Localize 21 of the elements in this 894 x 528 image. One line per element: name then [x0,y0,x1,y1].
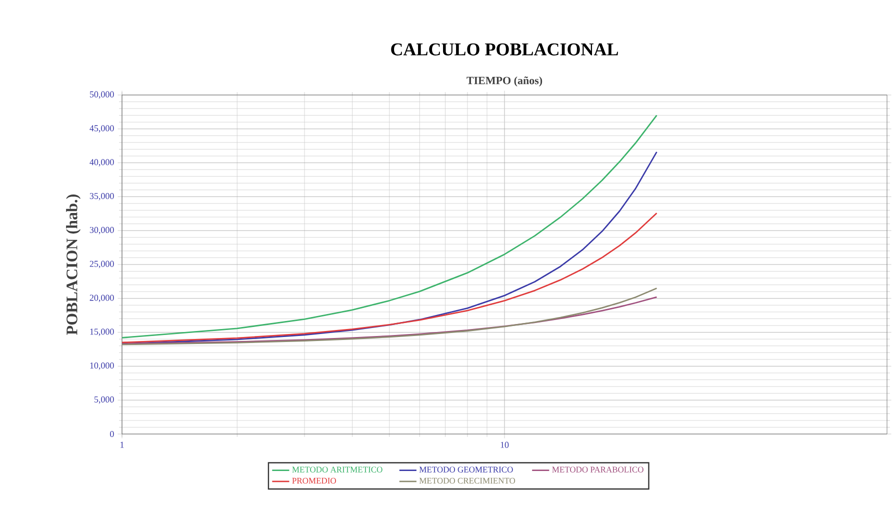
y-tick-label: 30,000 [90,226,114,234]
y-tick-label: 10,000 [90,362,114,370]
x-tick-label: 1 [120,442,124,448]
y-tick-label: 0 [110,430,114,438]
y-tick-label: 45,000 [90,125,114,133]
y-tick-label: 20,000 [90,294,114,302]
y-tick-label: 5,000 [94,396,114,404]
x-axis-title: TIEMPO (años) [466,76,542,86]
y-tick-label: 35,000 [90,193,114,200]
legend-label: METODO GEOMETRICO [419,466,513,472]
legend-label: PROMEDIO [292,478,336,484]
y-tick-label: 40,000 [90,159,114,166]
legend-label: METODO CRECIMIENTO [419,478,516,484]
y-tick-label: 25,000 [90,260,114,268]
y-tick-label: 50,000 [90,91,114,99]
x-tick-label: 10 [500,442,509,448]
y-axis-title: POBLACION (hab.) [66,194,81,335]
legend-label: METODO ARITMETICO [292,466,382,472]
chart-title: CALCULO POBLACIONAL [391,43,618,56]
legend-label: METODO PARABOLICO [552,466,644,472]
y-tick-label: 15,000 [90,328,114,336]
